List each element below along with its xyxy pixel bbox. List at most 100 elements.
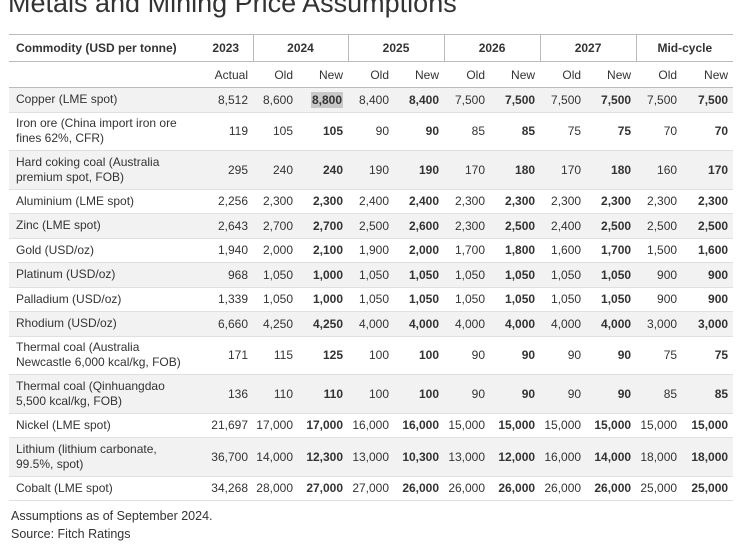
value-cell: 15,000 — [682, 413, 734, 438]
value-cell: 1,050 — [444, 287, 491, 312]
value-cell: 85 — [636, 374, 683, 414]
value-cell: 90 — [490, 374, 541, 414]
value-cell: 16,000 — [348, 413, 395, 438]
column-subheader: Old — [444, 61, 491, 88]
value-cell: 4,000 — [394, 311, 445, 337]
column-subheader: Old — [253, 61, 298, 88]
value-cell: 1,339 — [199, 287, 253, 312]
column-subheader: New — [586, 61, 637, 88]
value-cell: 1,050 — [348, 262, 395, 288]
table-row: Nickel (LME spot) 21,697 17,000 17,000 16,00… — [9, 413, 734, 438]
value-cell: 105 — [298, 112, 349, 151]
value-cell: 15,000 — [586, 413, 637, 438]
value-cell: 1,940 — [199, 238, 253, 263]
table-row: Copper (LME spot) 8,512 8,600 8,800 8,400 8,4… — [9, 87, 734, 113]
value-cell: 8,400 — [394, 87, 445, 113]
value-cell: 90 — [540, 374, 587, 414]
commodity-name: Hard coking coal (Australia premium spot… — [9, 150, 199, 190]
column-header-year: 2023 — [199, 34, 253, 62]
value-cell: 2,300 — [636, 189, 683, 214]
column-header-commodity: Commodity (USD per tonne) — [9, 34, 199, 62]
column-header-year: 2026 — [443, 34, 541, 62]
value-cell: 4,000 — [490, 311, 541, 337]
commodity-name: Zinc (LME spot) — [9, 213, 199, 239]
value-cell: 1,700 — [444, 238, 491, 263]
value-cell: 1,000 — [298, 287, 349, 312]
value-cell: 36,700 — [199, 437, 253, 477]
value-cell: 1,000 — [298, 262, 349, 288]
value-cell: 1,050 — [253, 262, 298, 288]
column-subheader: New — [298, 61, 349, 88]
value-cell: 2,643 — [199, 213, 253, 239]
value-cell: 16,000 — [394, 413, 445, 438]
value-cell: 26,000 — [444, 476, 491, 501]
commodity-name: Cobalt (LME spot) — [9, 476, 199, 501]
value-cell: 90 — [586, 374, 637, 414]
value-cell: 7,500 — [682, 87, 734, 113]
value-cell: 2,500 — [348, 213, 395, 239]
column-subheader: Old — [540, 61, 587, 88]
value-cell: 1,050 — [348, 287, 395, 312]
value-cell: 16,000 — [540, 437, 587, 477]
value-cell: 2,400 — [394, 189, 445, 214]
value-cell: 900 — [682, 287, 734, 312]
table-row: Rhodium (USD/oz) 6,660 4,250 4,250 4,000 4,00… — [9, 311, 734, 337]
value-cell: 1,050 — [394, 262, 445, 288]
column-header-blank — [9, 61, 199, 88]
value-cell: 34,268 — [199, 476, 253, 501]
column-header-year: 2027 — [539, 34, 637, 62]
value-cell: 7,500 — [444, 87, 491, 113]
value-cell: 2,400 — [348, 189, 395, 214]
value-cell: 15,000 — [540, 413, 587, 438]
value-cell: 4,250 — [253, 311, 298, 337]
value-cell: 10,300 — [394, 437, 445, 477]
table-row: Palladium (USD/oz) 1,339 1,050 1,000 1,050 1,… — [9, 287, 734, 312]
value-cell: 1,050 — [394, 287, 445, 312]
value-cell: 7,500 — [490, 87, 541, 113]
table-body: Copper (LME spot) 8,512 8,600 8,800 8,400 8,4… — [9, 87, 734, 501]
header-row-old-new: Actual Old New Old New Old New Old New Old New — [9, 61, 734, 88]
page-title: Metals and Mining Price Assumptions — [8, 0, 457, 18]
table-row: Iron ore (China import iron ore fines 62… — [9, 112, 734, 151]
value-cell: 171 — [199, 336, 253, 375]
value-cell: 90 — [444, 336, 491, 375]
value-cell: 8,400 — [348, 87, 395, 113]
value-cell: 2,300 — [298, 189, 349, 214]
value-cell: 75 — [682, 336, 734, 375]
value-cell: 26,000 — [540, 476, 587, 501]
value-cell: 240 — [253, 150, 298, 190]
value-cell: 8,512 — [199, 87, 253, 113]
value-cell: 2,400 — [540, 213, 587, 239]
value-cell: 100 — [348, 374, 395, 414]
value-cell: 4,000 — [444, 311, 491, 337]
value-cell: 170 — [444, 150, 491, 190]
column-subheader: Old — [348, 61, 395, 88]
value-cell: 4,000 — [540, 311, 587, 337]
value-cell: 2,300 — [586, 189, 637, 214]
value-cell: 7,500 — [636, 87, 683, 113]
value-cell: 2,000 — [394, 238, 445, 263]
value-cell: 90 — [348, 112, 395, 151]
value-cell: 15,000 — [636, 413, 683, 438]
value-cell: 190 — [348, 150, 395, 190]
value-cell: 110 — [253, 374, 298, 414]
value-cell: 180 — [586, 150, 637, 190]
column-subheader: New — [490, 61, 541, 88]
price-assumptions-table: Commodity (USD per tonne) 2023 2024 2025… — [9, 34, 734, 501]
value-cell: 3,000 — [636, 311, 683, 337]
value-cell: 170 — [540, 150, 587, 190]
value-cell: 4,000 — [348, 311, 395, 337]
table-row: Platinum (USD/oz) 968 1,050 1,000 1,050 1,050… — [9, 262, 734, 288]
column-subheader: New — [682, 61, 734, 88]
value-cell: 4,000 — [586, 311, 637, 337]
value-cell: 2,300 — [490, 189, 541, 214]
value-cell: 2,500 — [682, 213, 734, 239]
value-cell: 2,500 — [586, 213, 637, 239]
value-cell: 85 — [490, 112, 541, 151]
value-cell: 110 — [298, 374, 349, 414]
value-cell: 4,250 — [298, 311, 349, 337]
value-cell: 26,000 — [586, 476, 637, 501]
table-row: Thermal coal (Qinhuangdao 5,500 kcal/kg,… — [9, 374, 734, 414]
commodity-name: Platinum (USD/oz) — [9, 262, 199, 288]
value-cell: 14,000 — [253, 437, 298, 477]
